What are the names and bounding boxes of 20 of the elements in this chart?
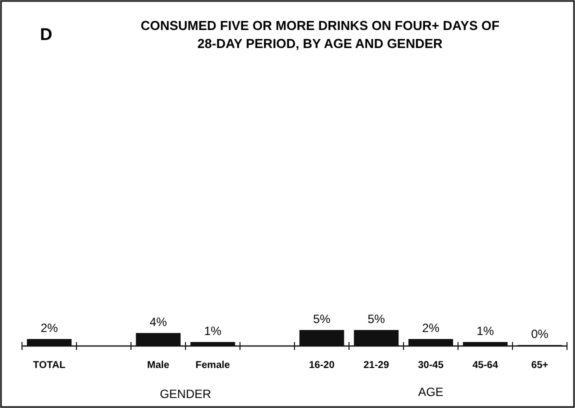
data-label: 5%: [368, 312, 386, 326]
data-label: 2%: [40, 321, 58, 335]
x-tick-label: TOTAL: [33, 360, 66, 371]
text: AGE: [418, 385, 444, 399]
data-label: 1%: [476, 324, 494, 338]
x-tick-label: Female: [196, 360, 230, 371]
text: GENDER: [160, 387, 212, 401]
text: D: [40, 25, 52, 44]
x-tick-label: 21-29: [363, 360, 390, 371]
x-tick-label: 65+: [531, 360, 548, 371]
data-label: 2%: [422, 321, 440, 335]
x-tick-label: Male: [147, 360, 170, 371]
data-label: 5%: [313, 312, 331, 326]
chart-title: CONSUMED FIVE OR MORE DRINKS ON FOUR+ DAYS OF 28-DAY PERIOD, BY AGE AND GENDER: [140, 18, 500, 51]
data-label: 4%: [150, 315, 168, 329]
x-tick-label: 45-64: [472, 360, 498, 371]
x-tick-label: 30-45: [418, 360, 444, 371]
data-label: 0%: [531, 327, 549, 341]
data-label: 1%: [204, 324, 222, 338]
x-tick-label: 16-20: [308, 360, 335, 371]
